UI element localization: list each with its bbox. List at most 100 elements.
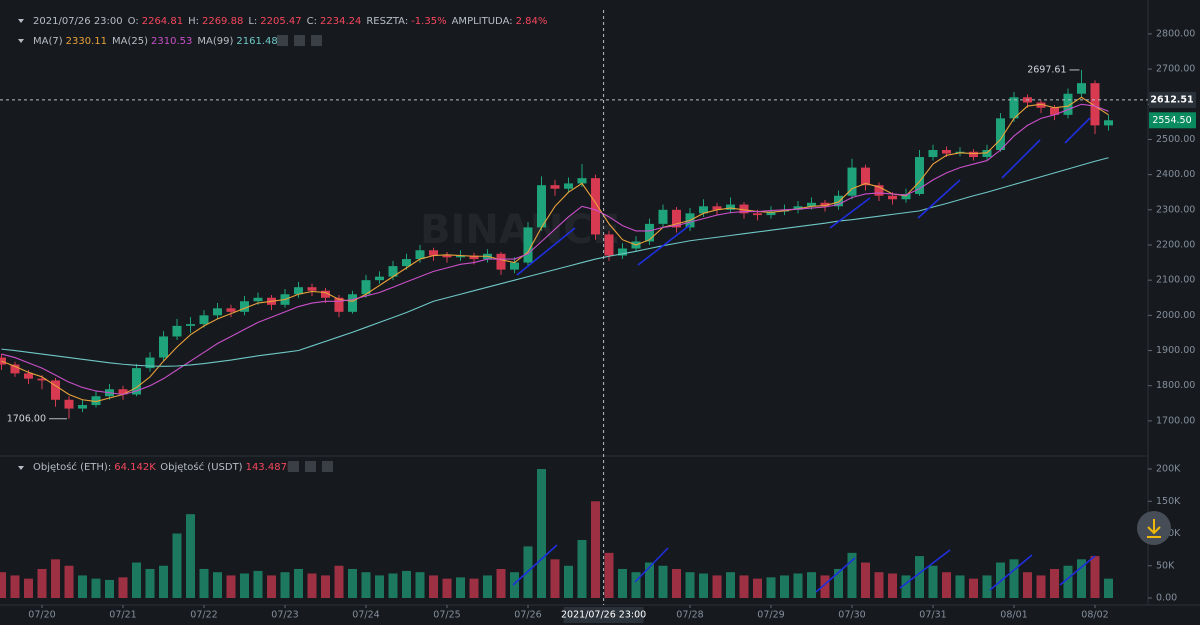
volume-bar xyxy=(91,578,101,598)
volume-tick-label: 0.00 xyxy=(1156,593,1177,604)
candle-body xyxy=(645,223,654,242)
close-button[interactable] xyxy=(322,461,333,472)
y-tick-label: 2000.00 xyxy=(1156,310,1195,321)
candle-body xyxy=(658,209,668,224)
volume-bar xyxy=(267,575,276,598)
trend-line[interactable] xyxy=(989,554,1033,591)
legend-text: MA(99) xyxy=(197,36,233,47)
candle-body xyxy=(429,250,438,256)
candle-body xyxy=(793,206,803,210)
legend-text: 2310.53 xyxy=(151,36,192,47)
candle-body xyxy=(1077,83,1086,94)
volume-bar xyxy=(361,572,371,598)
y-tick-label: 2500.00 xyxy=(1156,134,1195,145)
volume-bar xyxy=(348,568,357,598)
collapse-icon[interactable] xyxy=(18,19,24,23)
legend-text: Objętość (ETH): xyxy=(33,461,111,473)
candle-body xyxy=(321,290,330,298)
trend-line[interactable] xyxy=(899,549,951,589)
volume-bar xyxy=(820,575,830,598)
x-tick-label: 07/25 xyxy=(433,610,460,621)
volume-bar xyxy=(1009,559,1019,598)
volume-bar xyxy=(969,578,978,598)
legend-text: O: xyxy=(128,16,139,27)
candle-body xyxy=(294,287,303,295)
volume-bar xyxy=(429,575,438,598)
trend-line[interactable] xyxy=(829,197,871,229)
ohlc-legend: 2021/07/26 23:00 O: 2264.81 H: 2269.88 L: 2205… xyxy=(33,16,547,27)
volume-bar xyxy=(51,559,60,598)
candle-body xyxy=(199,315,209,325)
volume-bar xyxy=(10,575,20,598)
legend-text: AMPLITUDA: xyxy=(452,16,513,27)
volume-bar xyxy=(537,469,546,598)
candle-body xyxy=(996,118,1005,151)
settings-button[interactable] xyxy=(294,35,305,46)
candle-body xyxy=(901,193,911,200)
candle-body xyxy=(604,234,614,256)
candle-body xyxy=(78,405,87,409)
trend-line[interactable] xyxy=(1059,555,1096,586)
crosshair-price-tag xyxy=(1149,91,1196,108)
trend-line[interactable] xyxy=(1064,117,1091,144)
trend-line[interactable] xyxy=(637,224,691,266)
trend-line[interactable] xyxy=(634,547,669,583)
x-tick-label: 07/24 xyxy=(352,610,379,621)
candle-body xyxy=(591,178,600,235)
scroll-button[interactable] xyxy=(1137,511,1171,545)
candle-body xyxy=(1036,102,1046,108)
eye-button[interactable] xyxy=(288,461,299,472)
x-tick-label: 07/29 xyxy=(757,610,784,621)
candle-body xyxy=(915,157,924,194)
candle-body xyxy=(1063,93,1073,115)
y-tick-label: 1700.00 xyxy=(1156,415,1195,426)
volume-legend: Objętość (ETH): 64.142K Objętość (USDT) 143… xyxy=(33,461,296,473)
volume-bar xyxy=(685,572,695,598)
candle-body xyxy=(145,357,155,369)
trend-line[interactable] xyxy=(1001,139,1041,179)
volume-bar xyxy=(1090,556,1100,598)
candle-body xyxy=(1104,120,1113,126)
collapse-icon[interactable] xyxy=(18,466,24,470)
candle-body xyxy=(577,178,587,184)
candle-body xyxy=(726,204,735,210)
close-button[interactable] xyxy=(311,35,322,46)
volume-bar xyxy=(1050,568,1059,598)
volume-bar xyxy=(645,562,654,598)
candle-body xyxy=(159,336,168,358)
settings-button[interactable] xyxy=(305,461,316,472)
y-tick-label: 2200.00 xyxy=(1156,239,1195,250)
candle-body xyxy=(10,364,20,374)
volume-bar xyxy=(145,568,155,598)
volume-bar xyxy=(442,578,452,598)
candle-body xyxy=(118,389,128,395)
candle-body xyxy=(807,202,816,207)
volume-bar xyxy=(456,577,465,598)
candle-body xyxy=(51,380,60,400)
volume-bar xyxy=(793,573,803,598)
collapse-icon[interactable] xyxy=(18,39,24,43)
candle-body xyxy=(847,167,857,196)
volume-bar xyxy=(402,570,411,598)
high-marker-label: 2697.61 xyxy=(1027,64,1066,75)
candle-body xyxy=(24,373,33,379)
candle-body xyxy=(375,276,384,281)
trend-line[interactable] xyxy=(516,227,576,276)
watermark: BINANCE xyxy=(420,207,620,253)
x-tick-label: 08/02 xyxy=(1081,610,1108,621)
trend-line[interactable] xyxy=(512,544,558,586)
candle-body xyxy=(240,301,249,312)
candle-body xyxy=(186,324,195,326)
x-tick-label: 07/31 xyxy=(919,610,946,621)
eye-button[interactable] xyxy=(277,35,288,46)
volume-bar xyxy=(699,573,708,598)
candle-body xyxy=(253,297,263,302)
candle-body xyxy=(739,204,749,214)
volume-bar xyxy=(213,572,222,598)
y-tick-label: 1900.00 xyxy=(1156,345,1195,356)
volume-bar xyxy=(199,568,209,598)
y-tick-label: 2400.00 xyxy=(1156,169,1195,180)
trend-line[interactable] xyxy=(815,557,856,593)
trend-line[interactable] xyxy=(917,179,961,219)
volume-bar xyxy=(982,575,992,598)
